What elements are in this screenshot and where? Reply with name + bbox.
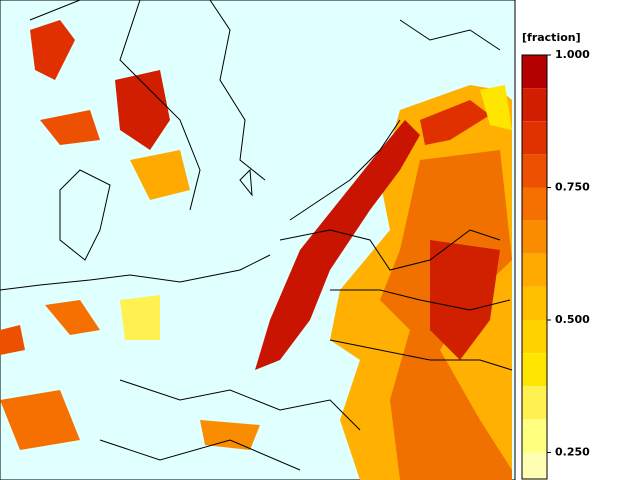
field [120, 295, 160, 340]
colorbar-band [522, 154, 547, 188]
field [115, 70, 170, 150]
field [40, 110, 100, 145]
field [130, 150, 190, 200]
tick-label: 1.000 [555, 48, 590, 61]
field [45, 300, 100, 335]
colorbar-band [522, 419, 547, 453]
map [0, 0, 516, 480]
colorbar-band [522, 353, 547, 387]
colorbar: 1.000 0.750 0.500 0.250 [521, 48, 590, 480]
colorbar-band [522, 452, 547, 479]
colorbar-band [522, 286, 547, 320]
colorbar-band [522, 386, 547, 420]
field [0, 390, 80, 450]
colorbar-band [522, 253, 547, 287]
tick-label: 0.750 [555, 181, 590, 194]
colorbar-band [522, 121, 547, 155]
tick-label: 0.500 [555, 313, 590, 326]
field [430, 240, 500, 360]
field [30, 20, 75, 80]
field [255, 120, 420, 370]
field [420, 100, 490, 145]
colorbar-frame [521, 54, 548, 480]
colorbar-band [522, 88, 547, 122]
field [0, 325, 25, 355]
colorbar-label: [fraction] [522, 31, 581, 44]
colorbar-band [522, 55, 547, 89]
colorbar-band [522, 220, 547, 254]
borders [0, 0, 513, 471]
colorbar-band [522, 187, 547, 221]
field [200, 420, 260, 450]
tick-label: 0.250 [555, 446, 590, 459]
field [480, 85, 512, 130]
colorbar-band [522, 320, 547, 354]
